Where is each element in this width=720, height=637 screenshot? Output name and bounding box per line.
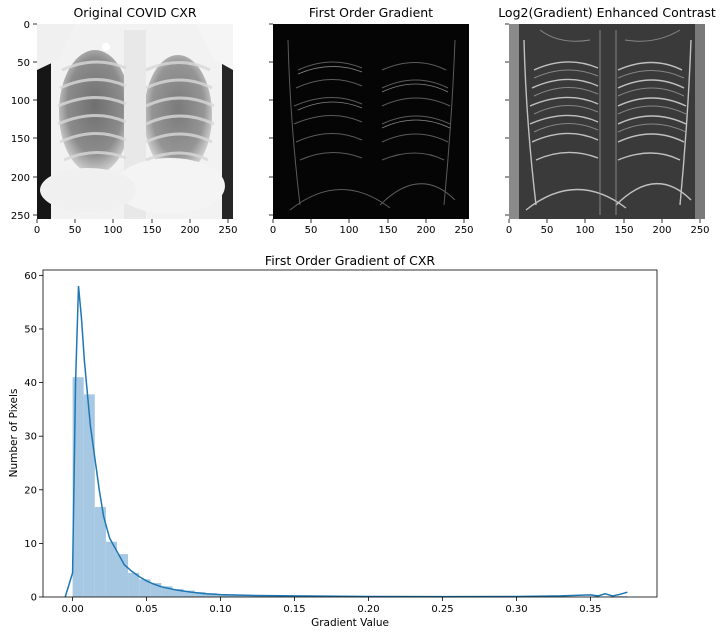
panel3-x-ticks: 0 50 100 150 200 250	[506, 225, 710, 236]
panel2-xtick: 100	[339, 225, 358, 236]
panel2-xtick: 50	[305, 225, 318, 236]
histogram-bar	[616, 596, 628, 597]
histogram-y-label: Number of Pixels	[8, 389, 20, 478]
histogram-bar	[128, 572, 140, 597]
gradient-image	[273, 24, 469, 219]
histogram-bar	[94, 506, 106, 597]
panel1-title: Original COVID CXR	[73, 5, 196, 20]
panel1-ytick: 50	[17, 58, 30, 69]
kde-line	[64, 286, 628, 598]
x-tick-label: 0.10	[209, 604, 231, 615]
y-tick-label: 50	[24, 324, 37, 335]
histogram-plot-area	[43, 270, 657, 597]
panel-first-order-gradient: First Order Gradient 0 50 100 150	[269, 5, 474, 236]
y-tick-label: 30	[24, 432, 37, 443]
histogram-bar	[72, 377, 84, 597]
x-tick-label: 0.30	[505, 604, 527, 615]
panel1-xtick: 150	[142, 225, 161, 236]
x-tick-label: 0.15	[283, 604, 305, 615]
histogram-bar	[116, 554, 129, 597]
histogram-bar	[205, 593, 217, 597]
panel1-x-ticks: 0 50 100 150 200 250	[34, 225, 238, 236]
panel1-xtick: 200	[180, 225, 199, 236]
y-tick-label: 60	[24, 271, 37, 282]
y-tick-label: 10	[24, 539, 37, 550]
y-tick-label: 20	[24, 485, 37, 496]
x-tick-label: 0.25	[431, 604, 453, 615]
histogram-bar	[183, 590, 195, 597]
panel1-xtick: 250	[218, 225, 237, 236]
panel2-xtick: 150	[378, 225, 397, 236]
histogram-x-label: Gradient Value	[311, 617, 389, 629]
panel3-title: Log2(Gradient) Enhanced Contrast	[498, 5, 716, 20]
histogram-title: First Order Gradient of CXR	[265, 253, 435, 268]
original-cxr-image	[37, 24, 233, 219]
panel1-ytick: 200	[11, 173, 30, 184]
histogram-bar	[83, 394, 95, 597]
histogram-bar	[172, 588, 184, 597]
panel1-xtick: 50	[69, 225, 82, 236]
panel3-xtick: 0	[506, 225, 512, 236]
log2-gradient-image	[509, 24, 705, 219]
histogram-bar	[161, 586, 173, 597]
panel2-xtick: 200	[416, 225, 435, 236]
panel3-xtick: 150	[614, 225, 633, 236]
panel-log2-enhanced: Log2(Gradient) Enhanced Contrast	[498, 5, 716, 236]
histogram-bar	[139, 579, 151, 597]
panel1-ytick: 250	[11, 211, 30, 222]
histogram-bar	[150, 583, 162, 597]
histogram-bar	[105, 541, 117, 597]
histogram-kde	[64, 286, 628, 598]
panel1-tick-marks	[33, 23, 229, 223]
panel1-ytick: 0	[24, 20, 30, 31]
y-tick-label: 40	[24, 378, 37, 389]
panel3-xtick: 50	[541, 225, 554, 236]
panel2-tick-marks	[269, 23, 465, 223]
histogram-chart: First Order Gradient of CXR 0.00 0.05 0.10…	[8, 253, 658, 629]
panel2-xtick: 0	[270, 225, 276, 236]
panel1-xtick: 0	[34, 225, 40, 236]
y-tick-label: 0	[31, 593, 37, 604]
panel3-tick-marks	[505, 23, 701, 223]
histogram-bar	[239, 595, 251, 597]
histogram-bar	[227, 594, 240, 597]
x-tick-label: 0.05	[135, 604, 157, 615]
panel3-xtick: 200	[652, 225, 671, 236]
panel1-xtick: 100	[103, 225, 122, 236]
panel3-xtick: 100	[575, 225, 594, 236]
x-tick-label: 0.00	[61, 604, 83, 615]
panel3-xtick: 250	[690, 225, 709, 236]
panel2-xtick: 250	[454, 225, 473, 236]
x-tick-label: 0.35	[579, 604, 601, 615]
panel-original-cxr: Original COVID CXR 0 50	[11, 5, 238, 236]
x-tick-label: 0.20	[357, 604, 379, 615]
panel1-ytick: 100	[11, 96, 30, 107]
histogram-frame	[42, 269, 658, 598]
panel2-title: First Order Gradient	[309, 5, 433, 20]
panel1-ytick: 150	[11, 134, 30, 145]
histogram-bar	[216, 594, 228, 597]
panel1-y-ticks: 0 50 100 150 200 250	[11, 20, 30, 222]
panel2-x-ticks: 0 50 100 150 200 250	[270, 225, 474, 236]
histogram-y-ticks: 0 10 20 30 40 50 60	[24, 271, 43, 604]
histogram-bar	[194, 592, 206, 597]
histogram-x-ticks: 0.00 0.05 0.10 0.15 0.20 0.25 0.30 0.35	[61, 597, 602, 615]
